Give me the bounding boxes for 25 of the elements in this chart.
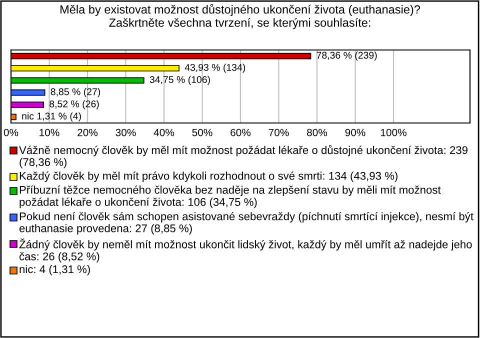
x-tick-label: 40% xyxy=(154,128,174,136)
x-tick-label: 20% xyxy=(78,128,98,136)
chart-subtitle: Zaškrtněte všechna tvrzení, se kterými souhlasíte: xyxy=(109,18,370,30)
x-tick-label: 30% xyxy=(116,128,136,136)
legend-label: nic: 4 (1,31 %) xyxy=(20,265,90,276)
x-tick-label: 70% xyxy=(268,128,289,136)
legend-label: Vážně nemocný člověk by měl mít možnost požádat lékaře o důstojné ukončení života: 239 (78,36 %) xyxy=(19,145,468,168)
legend-label: Každý člověk by měl mít právo kdykoli rozhodnout o své smrti: 134 (43,93 %) xyxy=(20,172,398,182)
data-label: 43,93 % (134) xyxy=(184,64,246,73)
data-label: 8,52 % (26) xyxy=(50,100,99,110)
x-tick-label: 60% xyxy=(230,128,251,136)
x-tick-label: 50% xyxy=(192,128,212,136)
legend-label: Příbuzní těžce nemocného člověka bez naděje na zlepšení stavu by měli mít možnost požádat lékaře o ukončení života: 106 (34,75 %) xyxy=(20,186,441,208)
legend-label: Žádný člověk by neměl mít možnost ukončit lidský život, každý by měl umřít až nadejde jeho čas: 26 (8,52 %) xyxy=(19,238,472,263)
chart-title: Měla by existovat možnost důstojného ukončení života (euthanasie)? xyxy=(60,4,420,16)
x-tick-label: 0% xyxy=(4,128,18,136)
x-tick-label: 90% xyxy=(345,128,366,136)
x-tick-label: 10% xyxy=(40,128,60,136)
data-label: 78,36 % (239) xyxy=(316,52,377,61)
x-tick-label: 100% xyxy=(380,128,406,136)
data-label: 34,75 % (106) xyxy=(150,76,210,85)
data-label: nic 1,31 % (4) xyxy=(22,112,81,122)
legend-label: Pokud není člověk sám schopen asistované sebevraždy (píchnutí smrtící injekce), nesmí být euthanasie provedena: 27 (8,85 %) xyxy=(19,212,474,234)
x-tick-label: 80% xyxy=(307,128,328,136)
data-label: 8,85 % (27) xyxy=(50,88,100,98)
